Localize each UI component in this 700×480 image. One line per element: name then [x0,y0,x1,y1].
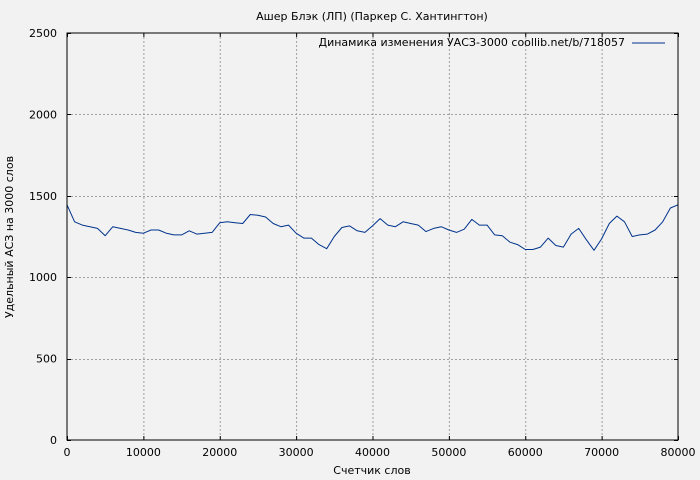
x-tick-label: 50000 [431,446,466,459]
series-layer [66,204,679,251]
x-axis-label: Счетчик слов [333,464,410,477]
y-tick-label: 0 [50,434,57,447]
x-tick-label: 40000 [355,446,390,459]
y-tick-label: 2000 [29,108,57,121]
x-tick-label: 80000 [661,446,696,459]
plot-frame [66,32,679,441]
x-tick-label: 70000 [584,446,619,459]
y-tick-label: 1500 [29,190,57,203]
grid [67,33,678,440]
y-tick-label: 500 [36,353,57,366]
legend-label: Динамика изменения УАСЗ-3000 coollib.net… [319,36,626,49]
x-tick-label: 30000 [279,446,314,459]
x-tick-label: 20000 [202,446,237,459]
y-tick-label: 2500 [29,27,57,40]
y-axis-label: Удельный АСЗ на 3000 слов [3,156,16,318]
y-tick-label: 1000 [29,271,57,284]
x-tick-label: 60000 [508,446,543,459]
axis-ticks: 0 10000 20000 30000 40000 50000 60000 70000 8000… [29,27,696,459]
chart-title: Ашер Блэк (ЛП) (Паркер С. Хантингтон) [256,10,488,23]
x-tick-label: 0 [64,446,71,459]
x-tick-label: 10000 [126,446,161,459]
series-line [66,204,679,251]
legend: Динамика изменения УАСЗ-3000 coollib.net… [319,36,665,49]
